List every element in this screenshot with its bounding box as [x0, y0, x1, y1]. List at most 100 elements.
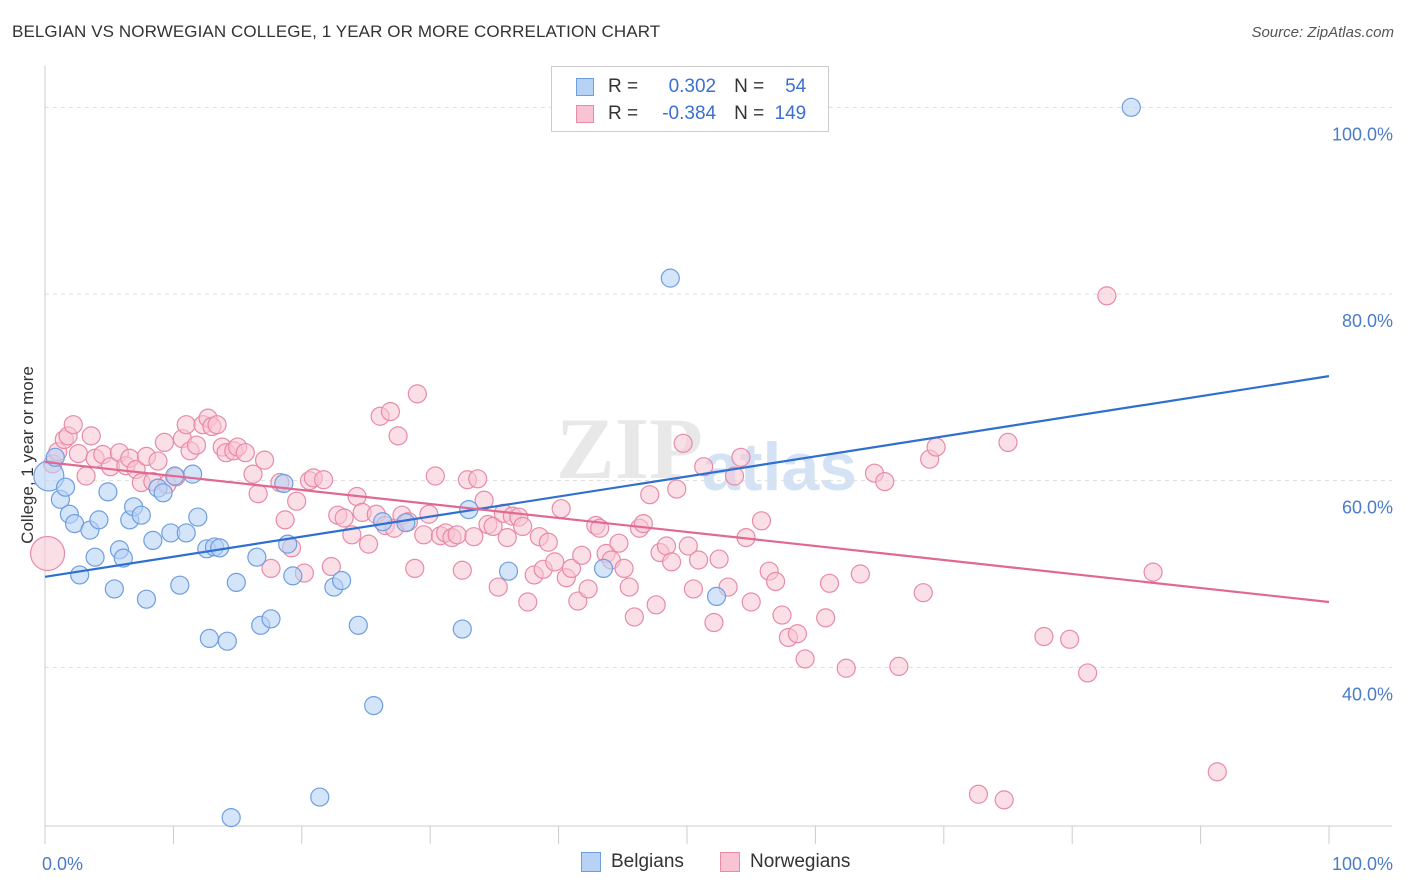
norwegian-point	[425, 466, 445, 486]
norwegian-point	[81, 426, 101, 446]
norwegian-point	[1207, 762, 1227, 782]
norwegian-point	[819, 573, 840, 593]
n-label: N =	[734, 76, 765, 97]
belgian-point	[261, 609, 281, 629]
norwegian-point	[1097, 286, 1117, 306]
norwegian-point	[889, 656, 909, 677]
y-tick-label: 40.0%	[1342, 684, 1393, 704]
norwegian-point	[673, 433, 693, 453]
legend-label-belgians: Belgians	[611, 851, 684, 872]
belgian-point	[364, 695, 384, 716]
legend-item-norwegians: Norwegians	[720, 851, 850, 873]
belgian-point	[706, 586, 727, 607]
belgian-point	[170, 575, 190, 595]
norwegian-point	[614, 558, 634, 579]
norwegian-point	[1034, 626, 1054, 647]
belgian-point	[593, 558, 614, 579]
norwegian-point	[816, 608, 836, 628]
norwegian-point	[572, 545, 592, 565]
belgians-trend-line	[44, 375, 1330, 578]
belgian-point	[332, 570, 352, 591]
belgian-point	[221, 807, 241, 828]
y-tick-label: 100.0%	[1332, 124, 1393, 144]
belgian-point	[55, 477, 76, 497]
belgian-point	[153, 483, 173, 503]
norwegian-point	[275, 510, 295, 530]
x-tick-label: 100.0%	[1332, 854, 1393, 874]
norwegians-swatch	[576, 105, 594, 123]
norwegian-point	[836, 658, 856, 678]
norwegian-point	[407, 384, 427, 404]
norwegian-point	[358, 534, 379, 554]
n-value: 149	[774, 103, 807, 124]
y-tick-label: 60.0%	[1342, 498, 1393, 518]
norwegian-point	[76, 466, 96, 486]
norwegian-point	[561, 558, 582, 579]
r-label: R =	[608, 103, 639, 124]
norwegian-point	[551, 499, 571, 519]
norwegian-point	[578, 579, 598, 599]
norwegian-point	[447, 525, 467, 545]
n-value: 54	[785, 76, 807, 97]
y-axis-title: College, 1 year or more	[18, 366, 37, 544]
norwegian-point	[646, 595, 666, 615]
r-value: -0.384	[662, 103, 717, 124]
belgian-point	[85, 547, 105, 567]
norwegian-point	[380, 402, 400, 422]
belgian-point	[199, 628, 219, 649]
norwegian-point	[186, 435, 207, 455]
trend-lines	[44, 375, 1330, 604]
norwegian-point	[850, 564, 870, 584]
belgian-point	[131, 505, 151, 525]
belgian-point	[283, 566, 303, 586]
norwegian-point	[683, 579, 704, 599]
norwegian-point	[414, 525, 434, 545]
norwegian-point	[667, 479, 687, 499]
x-tick-label: 0.0%	[42, 854, 83, 874]
belgian-point	[373, 512, 393, 532]
norwegian-point	[154, 432, 175, 452]
norwegian-point	[688, 550, 709, 570]
belgian-point	[104, 579, 124, 599]
norwegian-point	[243, 464, 263, 484]
norwegian-point	[619, 577, 639, 597]
belgian-point	[183, 464, 203, 484]
norwegian-point	[452, 560, 472, 580]
norwegian-point	[609, 533, 629, 553]
norwegian-point	[1060, 629, 1080, 649]
y-tick-label: 80.0%	[1342, 311, 1393, 331]
belgian-point	[136, 589, 157, 609]
norwegian-point	[497, 527, 517, 548]
norwegian-point	[207, 415, 227, 435]
norwegian-point	[405, 558, 425, 579]
norwegian-point	[321, 556, 341, 577]
grid-lines	[45, 106, 1392, 668]
norwegian-point	[694, 457, 714, 477]
norwegian-point	[254, 450, 275, 470]
norwegian-point	[488, 577, 508, 597]
norwegian-point	[678, 536, 698, 556]
norwegian-point	[624, 607, 644, 627]
norwegian-point	[538, 532, 558, 552]
chart-title: BELGIAN VS NORWEGIAN COLLEGE, 1 YEAR OR …	[12, 22, 661, 41]
norwegian-point	[513, 516, 533, 537]
belgian-point	[1121, 97, 1141, 117]
norwegian-point	[968, 784, 989, 804]
norwegian-point	[261, 558, 281, 579]
norwegian-point	[518, 592, 538, 612]
norwegian-point	[787, 624, 808, 644]
belgians-points	[33, 97, 1141, 828]
belgian-point	[660, 268, 680, 288]
belgian-point	[310, 787, 330, 807]
norwegian-point	[1143, 562, 1163, 582]
belgian-point	[98, 482, 118, 502]
norwegian-point	[235, 443, 255, 463]
norwegian-point	[913, 583, 933, 603]
norwegian-point	[388, 426, 408, 446]
belgian-point	[89, 510, 109, 530]
belgian-point	[226, 572, 246, 593]
norwegian-point	[998, 432, 1018, 452]
norwegian-point	[248, 484, 268, 504]
norwegian-point	[926, 437, 946, 457]
